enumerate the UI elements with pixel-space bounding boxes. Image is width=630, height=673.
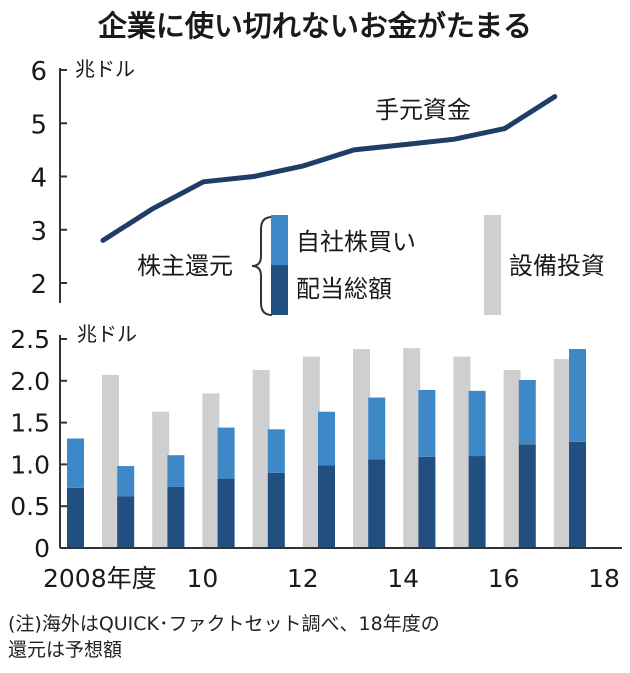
- top-y-tick-label: 5: [30, 110, 47, 140]
- bar-capex-2015: [453, 356, 471, 548]
- bar-dividend-2014: [368, 459, 386, 548]
- bar-dividend-2009: [117, 496, 135, 548]
- bar-dividend-2013: [318, 465, 335, 548]
- legend-capex-swatch: [484, 215, 501, 315]
- x-tick-label: 2008年度: [43, 564, 157, 593]
- bar-dividend-2010: [167, 486, 185, 548]
- top-unit-label: 兆ドル: [75, 57, 135, 81]
- bar-dividend-2012: [267, 472, 285, 548]
- bar-capex-2008: [102, 374, 119, 548]
- bar-buyback-2014: [368, 397, 386, 460]
- x-tick-label: 18: [588, 564, 620, 593]
- bar-buyback-2016: [468, 390, 486, 457]
- bar-buyback-2008: [67, 438, 84, 488]
- top-y-tick-label: 3: [30, 217, 47, 247]
- legend: 株主還元 自社株買い 配当総額 設備投資: [137, 215, 605, 316]
- x-tick-label: 10: [186, 564, 218, 593]
- bottom-y-tick-label: 1.0: [10, 450, 50, 479]
- legend-dividend-swatch: [271, 265, 288, 315]
- bar-capex-2014: [403, 348, 421, 548]
- bar-capex-2009: [152, 411, 170, 548]
- bar-buyback-2013: [318, 411, 335, 466]
- bar-dividend-2015: [418, 456, 436, 548]
- bar-buyback-2010: [167, 455, 185, 487]
- bar-dividend-2018: [569, 441, 586, 548]
- bar-buyback-2012: [267, 429, 285, 473]
- legend-buyback-swatch: [271, 215, 288, 265]
- top-y-axis: 2 3 4 5 6: [30, 57, 67, 303]
- cash-line-series: [100, 94, 558, 243]
- bar-buyback-2017: [518, 379, 536, 445]
- bar-buyback-2015: [418, 389, 436, 457]
- bottom-y-tick-label: 1.5: [10, 409, 50, 438]
- footnote-line-1: (注)海外はQUICK･ファクトセット調べ、18年度の: [8, 613, 440, 635]
- bar-buyback-2018: [569, 349, 586, 442]
- bottom-y-tick-label: 2.0: [10, 367, 50, 396]
- bar-dividend-2016: [468, 456, 486, 548]
- chart-title: 企業に使い切れないお金がたまる: [98, 9, 532, 43]
- cash-series-label: 手元資金: [375, 96, 471, 124]
- bar-capex-2011: [252, 369, 270, 548]
- bar-dividend-2017: [518, 444, 536, 548]
- bar-capex-2010: [202, 393, 220, 548]
- bottom-y-tick-label: 0.5: [10, 492, 50, 521]
- legend-buyback-label: 自社株買い: [296, 228, 416, 256]
- footnote-line-2: 還元は予想額: [8, 639, 123, 661]
- x-axis-labels: 2008年度 10 12 14 16 18: [43, 564, 620, 593]
- x-tick-label: 12: [287, 564, 319, 593]
- legend-brace: [251, 216, 273, 316]
- bar-buyback-2011: [217, 427, 235, 479]
- legend-group-label: 株主還元: [137, 252, 233, 280]
- bar-buyback-2009: [117, 466, 135, 497]
- bar-capex-2012: [302, 356, 320, 548]
- bar-dividend-2008: [67, 487, 84, 548]
- bar-capex-2017: [553, 359, 571, 548]
- bar-capex-2013: [353, 349, 370, 548]
- top-y-tick-label: 4: [30, 164, 47, 194]
- legend-dividend-label: 配当総額: [296, 275, 392, 303]
- bottom-y-tick-label: 2.5: [10, 325, 50, 354]
- top-y-tick-label: 6: [30, 57, 47, 87]
- bar-dividend-2011: [217, 478, 235, 548]
- bottom-y-tick-label: 0: [34, 534, 50, 563]
- legend-capex-label: 設備投資: [509, 252, 605, 280]
- bottom-y-axis: 0 0.5 1.0 1.5 2.0 2.5: [10, 325, 67, 563]
- top-y-tick-label: 2: [30, 270, 47, 300]
- bar-capex-2016: [503, 369, 521, 548]
- bottom-unit-label: 兆ドル: [77, 322, 137, 346]
- x-tick-label: 14: [387, 564, 419, 593]
- x-tick-label: 16: [488, 564, 520, 593]
